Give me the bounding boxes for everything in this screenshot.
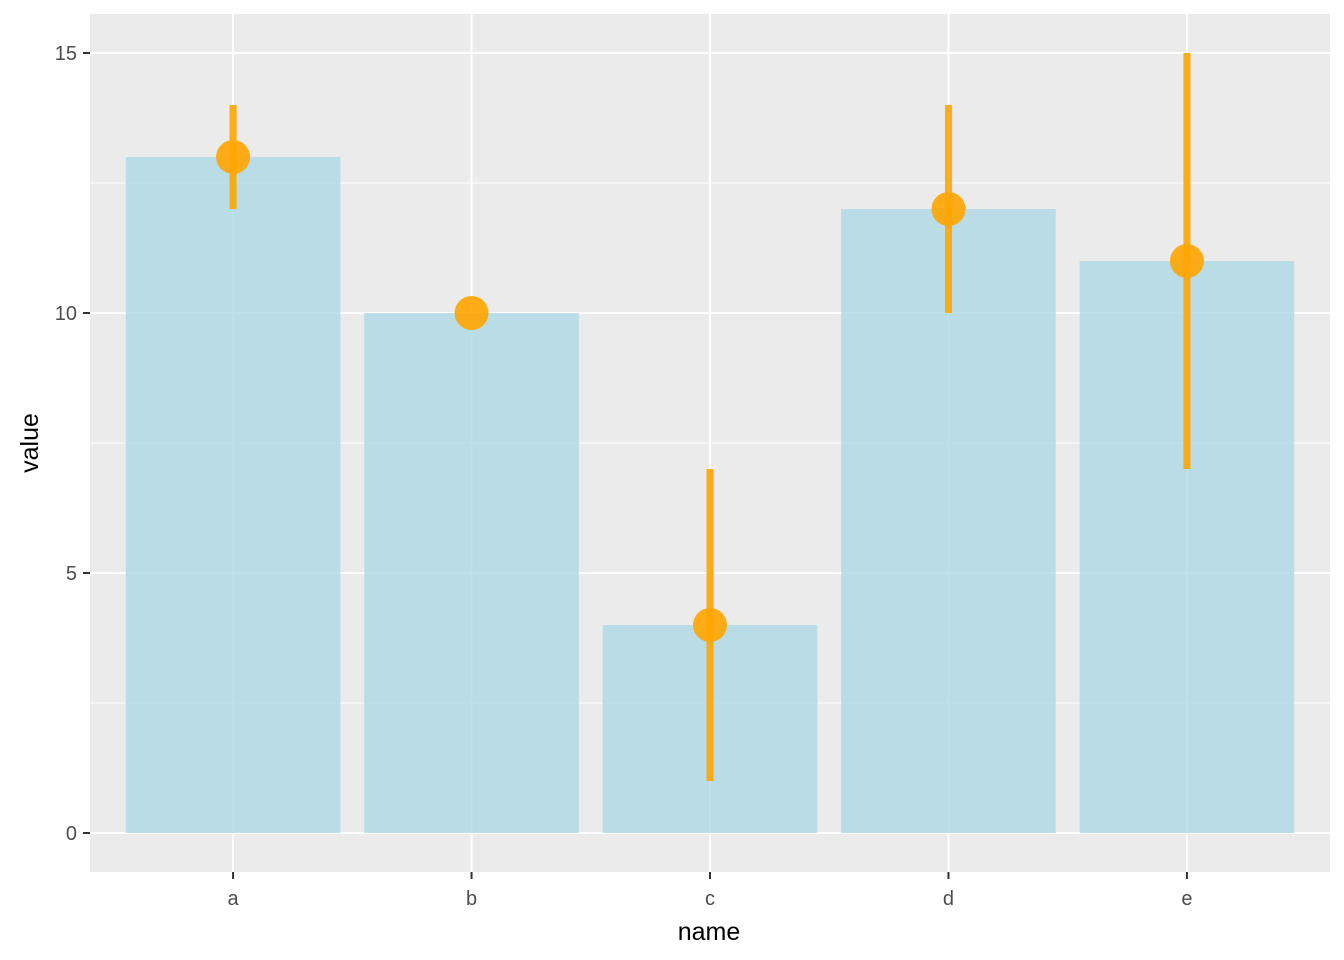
x-tick-label: e: [1181, 888, 1192, 910]
y-axis: 0 5 10 15: [55, 43, 90, 845]
x-axis: a b c d e: [228, 872, 1192, 910]
point-c: [693, 608, 727, 642]
point-e: [1169, 244, 1204, 278]
x-tick-label: a: [228, 888, 240, 910]
x-tick-label: d: [943, 888, 954, 910]
bars: [125, 157, 1295, 833]
y-tick-label: 15: [55, 43, 77, 65]
x-tick-label: b: [466, 888, 477, 910]
bar-a: [125, 157, 341, 833]
x-axis-title: name: [678, 918, 741, 946]
point-d: [931, 192, 966, 226]
y-tick-label: 0: [66, 823, 77, 845]
y-tick-label: 10: [55, 303, 77, 325]
point-b: [454, 296, 489, 330]
x-tick-label: c: [705, 888, 715, 910]
bar-b: [364, 313, 579, 833]
y-tick-label: 5: [66, 563, 77, 585]
point-a: [216, 140, 251, 174]
y-axis-title: value: [16, 413, 44, 473]
points: [216, 140, 1204, 642]
